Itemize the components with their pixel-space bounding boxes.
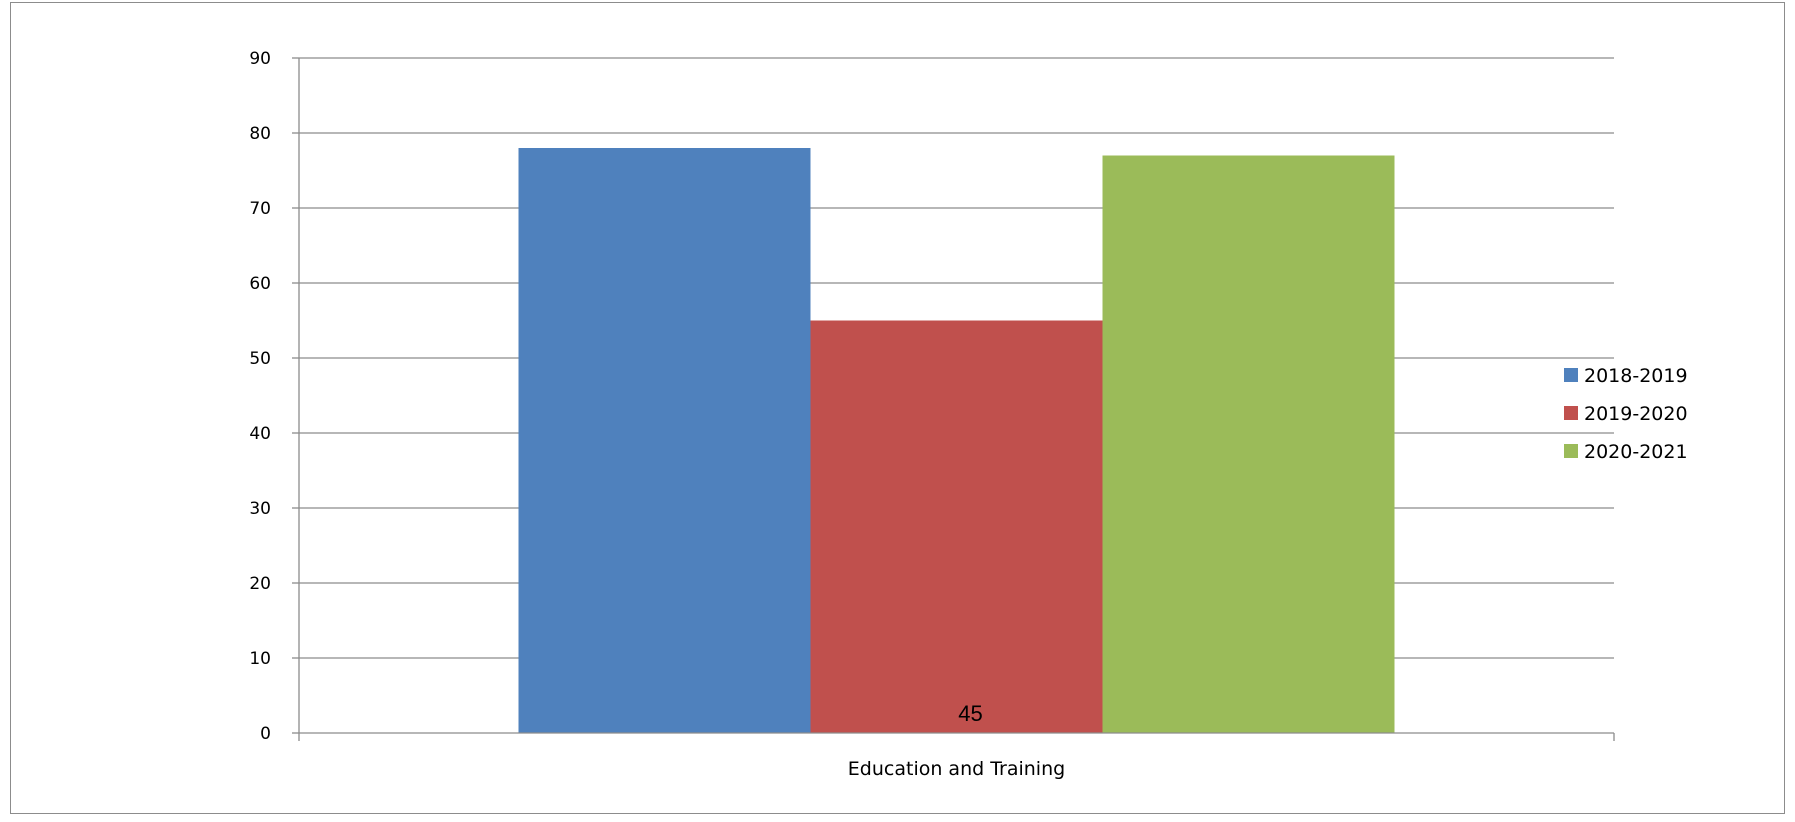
x-category-labels: Education and Training	[848, 758, 1065, 780]
bar-2018-2019	[518, 148, 811, 733]
legend: 2018-2019 2019-2020 2020-2021	[1564, 365, 1688, 463]
axes	[292, 57, 1615, 741]
y-tick-labels: 0 10 20 30 40 50 60 70 80 90	[249, 49, 271, 744]
y-tick-label: 10	[249, 649, 271, 669]
legend-swatch	[1564, 368, 1578, 382]
bar-annotation: 45	[958, 701, 982, 726]
chart-frame: 0 10 20 30 40 50 60 70 80 90 Education and Traini…	[10, 2, 1785, 814]
y-tick-label: 20	[249, 574, 271, 594]
y-tick-label: 40	[249, 424, 271, 444]
bar-2019-2020	[810, 320, 1103, 733]
annotations: 45	[958, 701, 982, 726]
legend-swatch	[1564, 406, 1578, 420]
legend-swatch	[1564, 444, 1578, 458]
legend-label: 2020-2021	[1584, 441, 1688, 463]
x-category-label: Education and Training	[848, 758, 1065, 780]
y-tick-label: 30	[249, 499, 271, 519]
y-tick-label: 50	[249, 349, 271, 369]
y-tick-label: 60	[249, 274, 271, 294]
bar-chart: 0 10 20 30 40 50 60 70 80 90 Education and Traini…	[249, 49, 1688, 780]
y-tick-label: 80	[249, 124, 271, 144]
y-tick-label: 0	[260, 724, 271, 744]
bars	[518, 148, 1395, 733]
bar-2020-2021	[1102, 155, 1395, 733]
y-tick-label: 90	[249, 49, 271, 69]
y-tick-label: 70	[249, 199, 271, 219]
legend-label: 2019-2020	[1584, 403, 1688, 425]
legend-label: 2018-2019	[1584, 365, 1688, 387]
